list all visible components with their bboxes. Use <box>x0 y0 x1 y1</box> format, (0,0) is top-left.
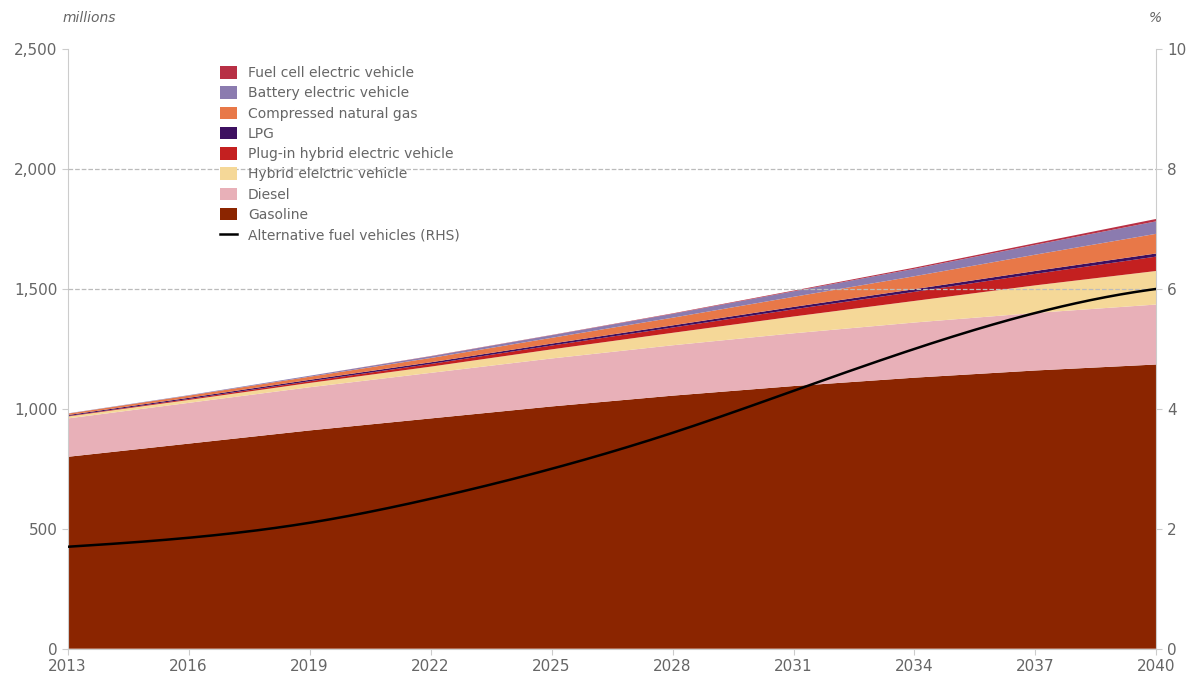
Legend: Fuel cell electric vehicle, Battery electric vehicle, Compressed natural gas, LP: Fuel cell electric vehicle, Battery elec… <box>216 62 464 246</box>
Text: %: % <box>1148 11 1162 25</box>
Text: millions: millions <box>62 11 115 25</box>
